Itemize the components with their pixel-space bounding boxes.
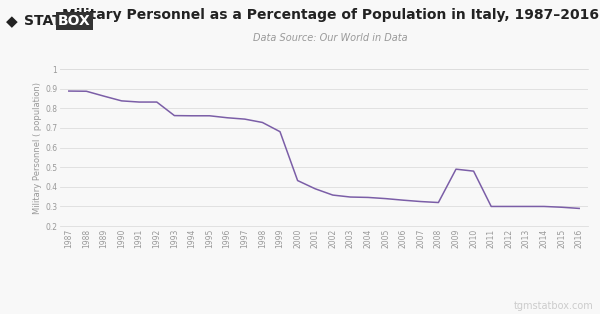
Text: Data Source: Our World in Data: Data Source: Our World in Data [253,33,407,43]
Y-axis label: Military Personnel ( population): Military Personnel ( population) [34,82,43,214]
Text: tgmstatbox.com: tgmstatbox.com [514,301,594,311]
Text: Military Personnel as a Percentage of Population in Italy, 1987–2016: Military Personnel as a Percentage of Po… [62,8,599,22]
Text: BOX: BOX [58,14,91,28]
Text: STAT: STAT [24,14,62,28]
Text: ◆: ◆ [6,14,18,29]
